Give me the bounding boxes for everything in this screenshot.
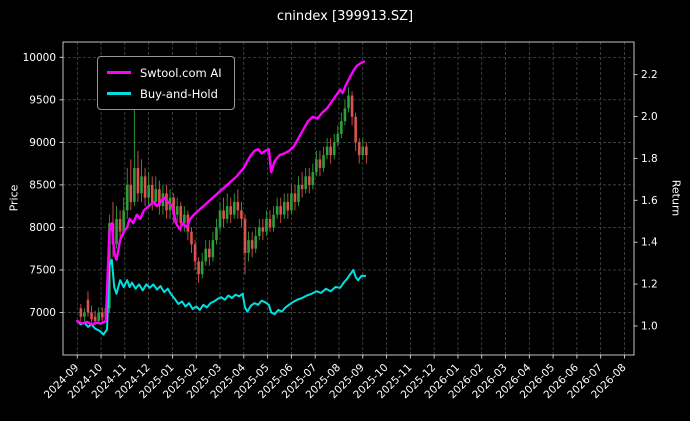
svg-text:8000: 8000	[29, 222, 56, 234]
legend-item-swtool-ai: Swtool.com AI	[107, 62, 222, 83]
svg-text:1.0: 1.0	[641, 320, 658, 332]
svg-text:8500: 8500	[29, 179, 56, 191]
svg-text:10000: 10000	[23, 52, 56, 64]
svg-text:2.2: 2.2	[641, 69, 658, 81]
svg-text:1.4: 1.4	[641, 237, 658, 249]
right-axis-label: Return	[669, 179, 683, 217]
legend-swatch-buyhold-line	[107, 92, 131, 95]
legend-label-ai: Swtool.com AI	[140, 65, 222, 80]
svg-text:1.8: 1.8	[641, 153, 658, 165]
legend-swatch-ai-line	[107, 71, 131, 74]
legend-label-buyhold: Buy-and-Hold	[140, 86, 218, 101]
chart-title: cnindex [399913.SZ]	[276, 9, 414, 24]
svg-text:9500: 9500	[29, 94, 56, 106]
left-axis-label: Price	[7, 184, 21, 212]
legend-box: Swtool.com AI Buy-and-Hold	[97, 56, 235, 110]
svg-text:7500: 7500	[29, 264, 56, 276]
svg-text:7000: 7000	[29, 307, 56, 319]
legend-item-buy-and-hold: Buy-and-Hold	[107, 83, 222, 104]
svg-text:9000: 9000	[29, 137, 56, 149]
svg-text:2.0: 2.0	[641, 111, 658, 123]
svg-text:1.6: 1.6	[641, 195, 658, 207]
svg-text:1.2: 1.2	[641, 279, 658, 291]
